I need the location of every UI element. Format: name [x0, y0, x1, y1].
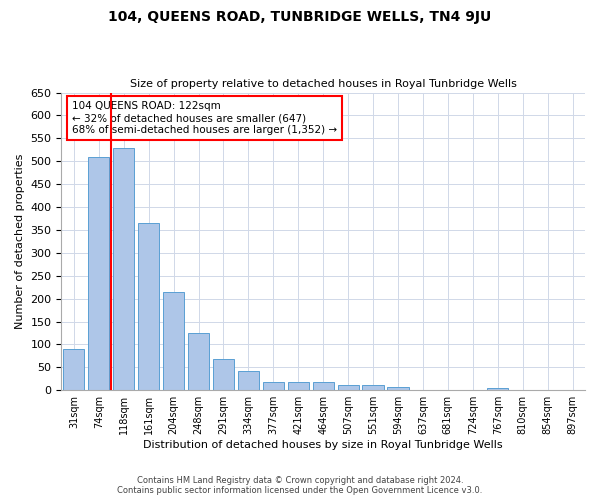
Bar [388, 388, 409, 390]
Text: 104 QUEENS ROAD: 122sqm
← 32% of detached houses are smaller (647)
68% of semi-d: 104 QUEENS ROAD: 122sqm ← 32% of detache… [72, 102, 337, 134]
Y-axis label: Number of detached properties: Number of detached properties [15, 154, 25, 329]
Bar [163, 292, 184, 390]
Bar [287, 382, 309, 390]
Bar [138, 223, 159, 390]
Bar [338, 385, 359, 390]
Bar [213, 359, 234, 390]
Bar [263, 382, 284, 390]
Bar [362, 385, 383, 390]
Bar [487, 388, 508, 390]
Bar [63, 349, 85, 390]
X-axis label: Distribution of detached houses by size in Royal Tunbridge Wells: Distribution of detached houses by size … [143, 440, 503, 450]
Bar [238, 371, 259, 390]
Bar [188, 333, 209, 390]
Bar [313, 382, 334, 390]
Text: Contains HM Land Registry data © Crown copyright and database right 2024.
Contai: Contains HM Land Registry data © Crown c… [118, 476, 482, 495]
Title: Size of property relative to detached houses in Royal Tunbridge Wells: Size of property relative to detached ho… [130, 79, 517, 89]
Bar [88, 156, 109, 390]
Bar [113, 148, 134, 390]
Text: 104, QUEENS ROAD, TUNBRIDGE WELLS, TN4 9JU: 104, QUEENS ROAD, TUNBRIDGE WELLS, TN4 9… [109, 10, 491, 24]
